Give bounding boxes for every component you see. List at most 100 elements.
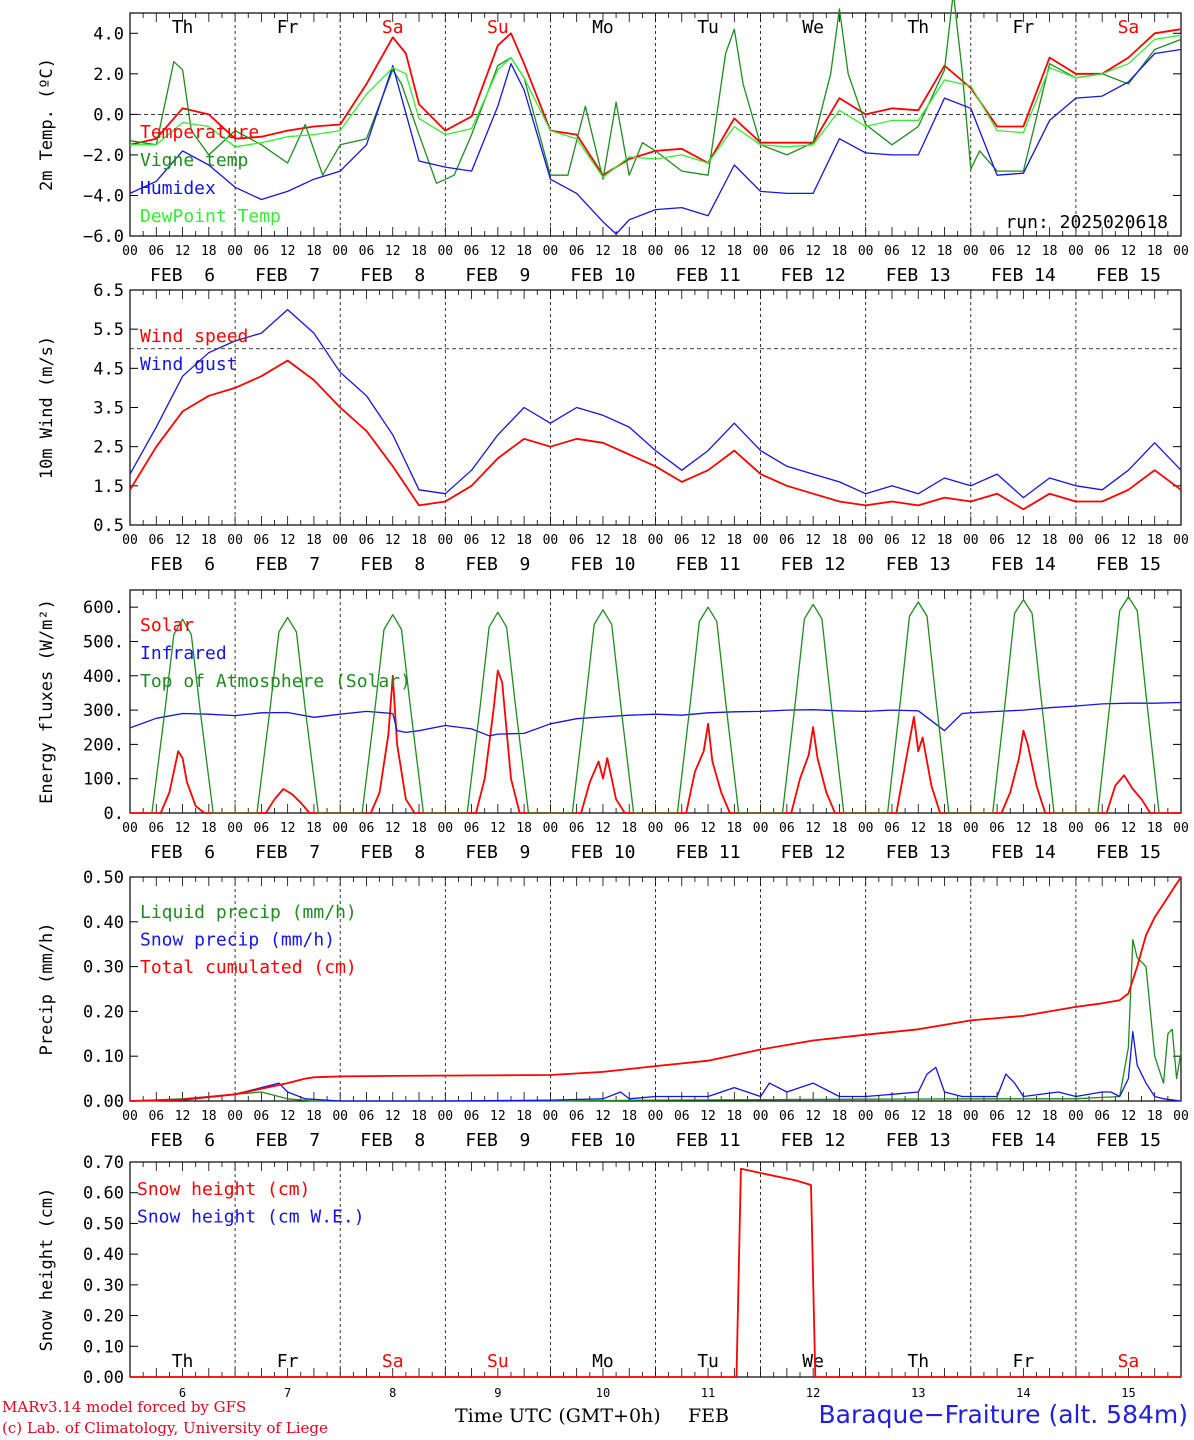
- hour-tick-label: 06: [989, 244, 1005, 259]
- hour-tick-label: 00: [1173, 533, 1189, 548]
- y-tick-label: 0.5: [93, 516, 124, 536]
- hour-tick-label: 00: [332, 821, 348, 836]
- hour-tick-label: 00: [332, 244, 348, 259]
- hour-tick-label: 06: [148, 1109, 164, 1124]
- hour-tick-label: 18: [937, 244, 953, 259]
- legend-entry: Top of Atmosphere (Solar): [140, 671, 411, 692]
- date-label: FEB 11: [676, 1130, 741, 1151]
- date-label: FEB 7: [255, 554, 320, 575]
- date-label: FEB 9: [465, 842, 530, 863]
- hour-tick-label: 12: [385, 1109, 401, 1124]
- hour-tick-label: 12: [910, 821, 926, 836]
- hour-tick-label: 00: [1068, 533, 1084, 548]
- hour-tick-label: 12: [805, 533, 821, 548]
- date-label: FEB 11: [676, 265, 741, 286]
- legend-entry: Vigne temp: [140, 150, 248, 171]
- day-label: Sa: [1118, 17, 1140, 38]
- hour-tick-label: 06: [148, 821, 164, 836]
- day-label: Tu: [697, 17, 719, 38]
- date-label: FEB 15: [1096, 1130, 1161, 1151]
- date-label: FEB 12: [781, 554, 846, 575]
- hour-tick-label: 18: [832, 244, 848, 259]
- date-label: FEB 12: [781, 1130, 846, 1151]
- hour-tick-label: 12: [175, 1109, 191, 1124]
- y-axis-label: Precip (mm/h): [37, 922, 57, 1055]
- hour-tick-label: 12: [595, 244, 611, 259]
- date-label: FEB 9: [465, 265, 530, 286]
- hour-tick-label: 12: [1016, 533, 1032, 548]
- day-number-label: 8: [389, 1386, 396, 1400]
- y-tick-label: 0.50: [83, 1214, 124, 1234]
- hour-tick-label: 06: [464, 533, 480, 548]
- date-label: FEB 6: [150, 265, 215, 286]
- legend-entry: Wind speed: [140, 326, 248, 347]
- hour-tick-label: 12: [1121, 533, 1137, 548]
- date-label: FEB 12: [781, 842, 846, 863]
- date-label: FEB 14: [991, 265, 1056, 286]
- y-tick-label: −2.0: [83, 146, 124, 166]
- legend-entry: Snow height (cm): [137, 1179, 310, 1200]
- hour-tick-label: 18: [1042, 1109, 1058, 1124]
- hour-tick-label: 12: [1016, 1109, 1032, 1124]
- y-tick-label: 4.0: [93, 24, 124, 44]
- date-label: FEB 13: [886, 1130, 951, 1151]
- hour-tick-label: 18: [516, 821, 532, 836]
- day-label: Sa: [1118, 1351, 1140, 1372]
- hour-tick-label: 00: [963, 1109, 979, 1124]
- hour-tick-label: 00: [753, 1109, 769, 1124]
- day-label: Su: [487, 17, 509, 38]
- hour-tick-label: 12: [805, 244, 821, 259]
- hour-tick-label: 06: [779, 821, 795, 836]
- date-label: FEB 11: [676, 842, 741, 863]
- hour-tick-label: 06: [359, 533, 375, 548]
- day-label: Th: [907, 1351, 929, 1372]
- hour-tick-label: 12: [385, 244, 401, 259]
- date-label: FEB 8: [360, 265, 425, 286]
- day-number-label: 7: [284, 1386, 291, 1400]
- date-label: FEB 9: [465, 1130, 530, 1151]
- hour-tick-label: 00: [753, 533, 769, 548]
- x-axis-label: Time UTC (GMT+0h): [455, 1405, 661, 1427]
- hour-tick-label: 00: [543, 244, 559, 259]
- hour-tick-label: 06: [254, 244, 270, 259]
- y-tick-label: 2.0: [93, 65, 124, 85]
- hour-tick-label: 00: [1173, 821, 1189, 836]
- day-label: Fr: [277, 17, 299, 38]
- date-label: FEB 8: [360, 1130, 425, 1151]
- series-line: [130, 669, 1181, 814]
- hour-tick-label: 18: [621, 533, 637, 548]
- series-line: [129, 939, 1182, 1102]
- y-tick-label: 1.5: [93, 477, 124, 497]
- hour-tick-label: 00: [963, 244, 979, 259]
- y-tick-label: 2.5: [93, 438, 124, 458]
- legend-entry: Temperature: [140, 122, 259, 143]
- date-label: FEB 10: [570, 265, 635, 286]
- hour-tick-label: 12: [700, 244, 716, 259]
- hour-tick-label: 06: [674, 244, 690, 259]
- date-label: FEB 6: [150, 1130, 215, 1151]
- hour-tick-label: 12: [700, 821, 716, 836]
- hour-tick-label: 06: [569, 1109, 585, 1124]
- y-tick-label: 400.: [83, 667, 124, 687]
- hour-tick-label: 00: [227, 1109, 243, 1124]
- hour-tick-label: 00: [858, 533, 874, 548]
- hour-tick-label: 12: [1016, 821, 1032, 836]
- date-label: FEB 7: [255, 1130, 320, 1151]
- series-line: [129, 48, 1182, 235]
- date-label: FEB 13: [886, 265, 951, 286]
- hour-tick-label: 18: [1147, 821, 1163, 836]
- hour-tick-label: 00: [1068, 244, 1084, 259]
- hour-tick-label: 12: [175, 533, 191, 548]
- series-line: [130, 1167, 1181, 1378]
- hour-tick-label: 06: [779, 533, 795, 548]
- hour-tick-label: 18: [1147, 244, 1163, 259]
- day-label: Sa: [382, 17, 404, 38]
- hour-tick-label: 00: [963, 821, 979, 836]
- hour-tick-label: 18: [1042, 821, 1058, 836]
- hour-tick-label: 12: [175, 821, 191, 836]
- y-tick-label: 5.5: [93, 320, 124, 340]
- hour-tick-label: 00: [1173, 244, 1189, 259]
- hour-tick-label: 12: [490, 244, 506, 259]
- hour-tick-label: 00: [227, 821, 243, 836]
